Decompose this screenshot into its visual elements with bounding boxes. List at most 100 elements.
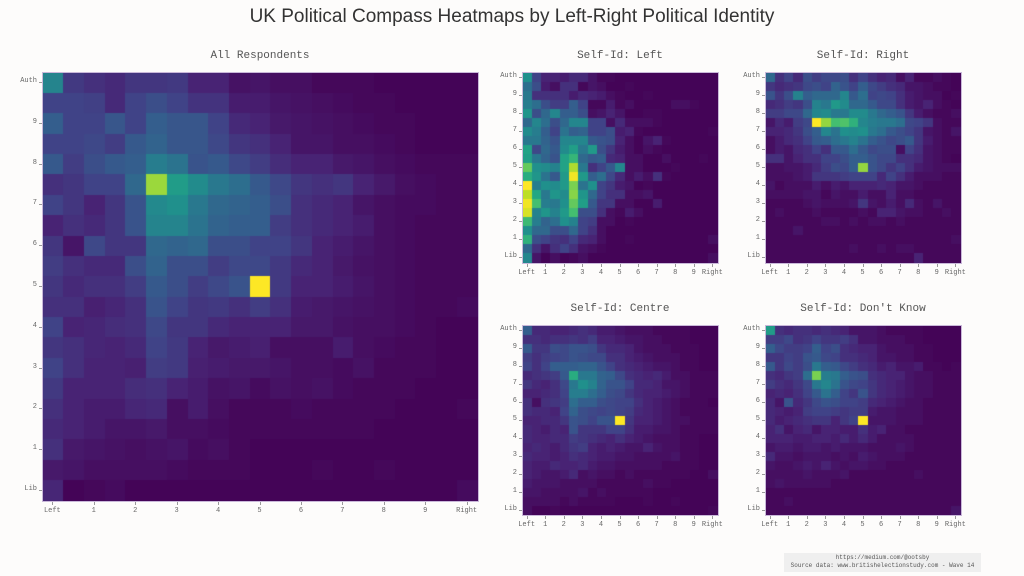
y-tick-label: 3: [755, 450, 760, 459]
x-tick-mark: [825, 516, 827, 519]
x-tick-label: 2: [804, 521, 809, 529]
x-tick-label: 6: [635, 521, 641, 529]
y-tick-label: 8: [755, 107, 760, 116]
y-tick-label: 5: [755, 414, 760, 423]
y-tick-mark: [762, 455, 765, 457]
x-tick-label: 2: [133, 507, 138, 515]
x-tick-mark: [936, 264, 938, 267]
y-tick-label: Lib: [504, 252, 517, 261]
x-tick-mark: [638, 264, 640, 267]
x-tick-mark: [881, 264, 883, 267]
heatmap-canvas: [43, 73, 478, 501]
x-tick-mark: [526, 264, 528, 267]
heatmap-canvas: [523, 326, 718, 515]
x-tick-label: 5: [257, 507, 262, 515]
y-tick-mark: [519, 437, 522, 439]
y-tick-label: 4: [512, 432, 517, 441]
x-tick-mark: [712, 264, 714, 267]
x-tick-label: 4: [215, 507, 221, 515]
x-tick-label: 1: [543, 521, 548, 529]
x-tick-label: 9: [691, 521, 696, 529]
x-tick-label: 1: [543, 269, 548, 277]
y-tick-mark: [519, 76, 522, 78]
x-tick-label: 7: [340, 507, 345, 515]
x-tick-label: Right: [701, 269, 723, 277]
x-tick-label: 9: [934, 269, 939, 277]
x-tick-mark: [769, 516, 771, 519]
x-tick-label: 3: [580, 521, 585, 529]
x-tick-mark: [656, 516, 658, 519]
y-tick-mark: [762, 148, 765, 150]
x-tick-mark: [545, 264, 547, 267]
panel-title-right: Self-Id: Right: [816, 50, 910, 62]
y-tick-mark: [762, 419, 765, 421]
x-tick-label: 7: [897, 269, 902, 277]
heatmap-all-respondents: [42, 72, 479, 502]
y-tick-mark: [39, 245, 42, 247]
y-tick-label: 5: [32, 281, 37, 289]
x-tick-label: 4: [841, 269, 847, 277]
x-tick-mark: [843, 264, 845, 267]
x-tick-mark: [619, 516, 621, 519]
x-tick-mark: [135, 502, 137, 505]
x-tick-mark: [769, 264, 771, 267]
x-tick-mark: [675, 264, 677, 267]
y-tick-label: 8: [32, 158, 37, 167]
x-tick-label: 4: [598, 269, 604, 277]
x-tick-mark: [563, 516, 565, 519]
y-tick-mark: [519, 257, 522, 259]
x-tick-label: 3: [580, 269, 585, 277]
y-tick-label: Lib: [24, 484, 37, 493]
footer-author-link[interactable]: https://medium.com/@ootsby: [835, 554, 930, 561]
x-tick-label: Right: [701, 521, 723, 529]
y-tick-mark: [519, 473, 522, 475]
y-tick-mark: [39, 489, 42, 491]
x-tick-label: 8: [673, 521, 678, 529]
y-tick-mark: [519, 221, 522, 223]
y-tick-label: 5: [512, 414, 517, 423]
y-tick-label: 9: [755, 342, 760, 351]
y-tick-label: 2: [512, 468, 517, 477]
y-tick-mark: [762, 203, 765, 205]
y-tick-mark: [762, 221, 765, 223]
y-tick-mark: [519, 239, 522, 241]
y-tick-label: 1: [512, 486, 517, 495]
x-tick-mark: [93, 502, 95, 505]
x-tick-mark: [52, 502, 54, 505]
y-tick-label: 7: [32, 199, 37, 208]
y-tick-label: 1: [32, 444, 37, 453]
y-tick-mark: [762, 257, 765, 259]
y-tick-label: 9: [755, 89, 760, 98]
x-tick-label: 6: [878, 269, 884, 277]
y-tick-label: Lib: [747, 504, 760, 513]
y-tick-label: Auth: [500, 71, 517, 80]
y-tick-label: 9: [32, 117, 37, 126]
y-tick-mark: [762, 329, 765, 331]
x-tick-mark: [955, 516, 957, 519]
y-tick-mark: [519, 401, 522, 403]
y-tick-label: 7: [512, 378, 517, 387]
x-tick-mark: [425, 502, 427, 505]
y-tick-mark: [39, 204, 42, 206]
y-tick-mark: [762, 491, 765, 493]
x-tick-mark: [788, 264, 790, 267]
panel-title-left: Self-Id: Left: [577, 50, 663, 62]
y-tick-mark: [39, 326, 42, 328]
y-tick-mark: [762, 365, 765, 367]
x-tick-mark: [918, 516, 920, 519]
y-tick-mark: [519, 365, 522, 367]
x-tick-mark: [176, 502, 178, 505]
y-tick-label: 3: [512, 450, 517, 459]
x-tick-label: 2: [561, 269, 566, 277]
x-tick-label: 1: [91, 507, 96, 515]
panel-title-centre: Self-Id: Centre: [570, 303, 670, 315]
x-tick-label: 7: [654, 269, 659, 277]
heatmap-canvas: [766, 326, 961, 515]
x-tick-mark: [600, 264, 602, 267]
y-tick-label: 6: [32, 240, 37, 249]
y-tick-label: 7: [512, 125, 517, 134]
x-tick-mark: [843, 516, 845, 519]
y-tick-label: 1: [755, 234, 760, 243]
x-tick-label: 6: [878, 521, 884, 529]
y-tick-mark: [762, 239, 765, 241]
